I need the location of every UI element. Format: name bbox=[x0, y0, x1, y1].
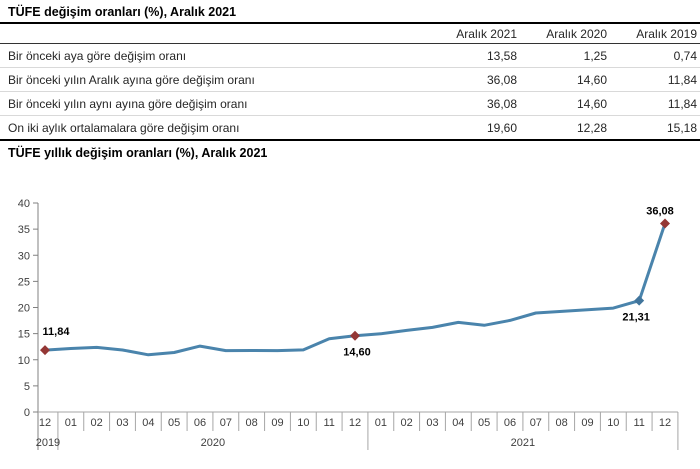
y-axis-tick-label: 10 bbox=[18, 355, 30, 367]
x-axis-month-label: 03 bbox=[426, 417, 438, 429]
data-point-label: 21,31 bbox=[622, 312, 650, 324]
x-axis-year-label: 2019 bbox=[36, 437, 60, 449]
row-value: 36,08 bbox=[430, 67, 520, 92]
y-axis-tick-label: 35 bbox=[18, 224, 30, 236]
x-axis-month-label: 06 bbox=[504, 417, 516, 429]
x-axis-month-label: 02 bbox=[91, 417, 103, 429]
row-value: 19,60 bbox=[430, 115, 520, 141]
x-axis-month-label: 12 bbox=[39, 417, 51, 429]
summary-table: Aralık 2021 Aralık 2020 Aralık 2019 Bir … bbox=[0, 24, 700, 141]
column-header-empty bbox=[0, 24, 430, 44]
row-value: 36,08 bbox=[430, 91, 520, 116]
table-row: Bir önceki aya göre değişim oranı 13,58 1,… bbox=[0, 44, 700, 68]
data-point-marker bbox=[40, 345, 50, 356]
x-axis-month-label: 09 bbox=[581, 417, 593, 429]
y-axis-tick-label: 30 bbox=[18, 250, 30, 262]
x-axis-month-label: 08 bbox=[556, 417, 568, 429]
row-value: 13,58 bbox=[486, 49, 517, 63]
x-axis-month-label: 08 bbox=[246, 417, 258, 429]
summary-table-section: TÜFE değişim oranları (%), Aralık 2021 A… bbox=[0, 0, 700, 141]
row-value: 1,25 bbox=[583, 49, 607, 63]
row-value: 11,84 bbox=[610, 91, 700, 116]
y-axis-tick-label: 25 bbox=[18, 276, 30, 288]
y-axis-tick-label: 5 bbox=[24, 381, 30, 393]
x-axis-month-label: 01 bbox=[375, 417, 387, 429]
x-axis-month-label: 11 bbox=[633, 417, 644, 429]
x-axis-month-label: 05 bbox=[478, 417, 490, 429]
row-label: Bir önceki yılın aynı ayına göre değişim… bbox=[0, 91, 430, 116]
summary-table-title: TÜFE değişim oranları (%), Aralık 2021 bbox=[0, 0, 700, 24]
data-point-marker bbox=[634, 295, 645, 306]
data-point-label: 11,84 bbox=[43, 326, 71, 338]
y-axis-tick-label: 20 bbox=[18, 303, 30, 315]
x-axis-month-label: 09 bbox=[271, 417, 283, 429]
row-value: 11,84 bbox=[610, 67, 700, 92]
x-axis-month-label: 12 bbox=[659, 417, 671, 429]
row-label: Bir önceki yılın Aralık ayına göre değiş… bbox=[0, 67, 430, 92]
data-point-marker bbox=[659, 218, 670, 229]
row-label: On iki aylık ortalamalara göre değişim o… bbox=[0, 115, 430, 141]
row-value: 15,18 bbox=[610, 115, 700, 141]
x-axis-month-label: 02 bbox=[401, 417, 413, 429]
data-point-marker bbox=[349, 330, 360, 341]
x-axis-month-label: 10 bbox=[607, 417, 619, 429]
row-value: 14,60 bbox=[520, 67, 610, 92]
x-axis-year-label: 2020 bbox=[201, 437, 225, 449]
table-row: Bir önceki yılın Aralık ayına göre değiş… bbox=[0, 67, 700, 92]
data-point-label: 14,60 bbox=[343, 347, 371, 359]
row-value: 14,60 bbox=[520, 91, 610, 116]
x-axis-month-label: 11 bbox=[323, 417, 334, 429]
chart-title: TÜFE yıllık değişim oranları (%), Aralık… bbox=[8, 146, 268, 160]
table-row: Bir önceki yılın aynı ayına göre değişim… bbox=[0, 91, 700, 116]
x-axis-year-label: 2021 bbox=[511, 437, 535, 449]
y-axis-tick-label: 0 bbox=[24, 407, 30, 419]
y-axis-tick-label: 40 bbox=[18, 198, 30, 210]
x-axis-month-label: 03 bbox=[116, 417, 128, 429]
column-header-aralik-2021: Aralık 2021 bbox=[430, 24, 520, 44]
x-axis-month-label: 07 bbox=[220, 417, 232, 429]
summary-table-header-row: Aralık 2021 Aralık 2020 Aralık 2019 bbox=[0, 24, 700, 44]
data-point-label: 36,08 bbox=[646, 205, 674, 217]
row-label: Bir önceki aya göre değişim oranı bbox=[8, 49, 187, 63]
x-axis-month-label: 10 bbox=[297, 417, 309, 429]
x-axis-month-label: 06 bbox=[194, 417, 206, 429]
row-value: 0,74 bbox=[673, 49, 697, 63]
table-row: On iki aylık ortalamalara göre değişim o… bbox=[0, 115, 700, 141]
row-value: 12,28 bbox=[520, 115, 610, 141]
x-axis-month-label: 04 bbox=[142, 417, 154, 429]
column-header-aralik-2019: Aralık 2019 bbox=[610, 24, 700, 44]
x-axis-month-label: 12 bbox=[349, 417, 361, 429]
x-axis-month-label: 05 bbox=[168, 417, 180, 429]
column-header-aralik-2020: Aralık 2020 bbox=[520, 24, 610, 44]
x-axis-month-label: 01 bbox=[65, 417, 77, 429]
y-axis-tick-label: 15 bbox=[18, 329, 30, 341]
x-axis-month-label: 07 bbox=[530, 417, 542, 429]
x-axis-month-label: 04 bbox=[452, 417, 464, 429]
